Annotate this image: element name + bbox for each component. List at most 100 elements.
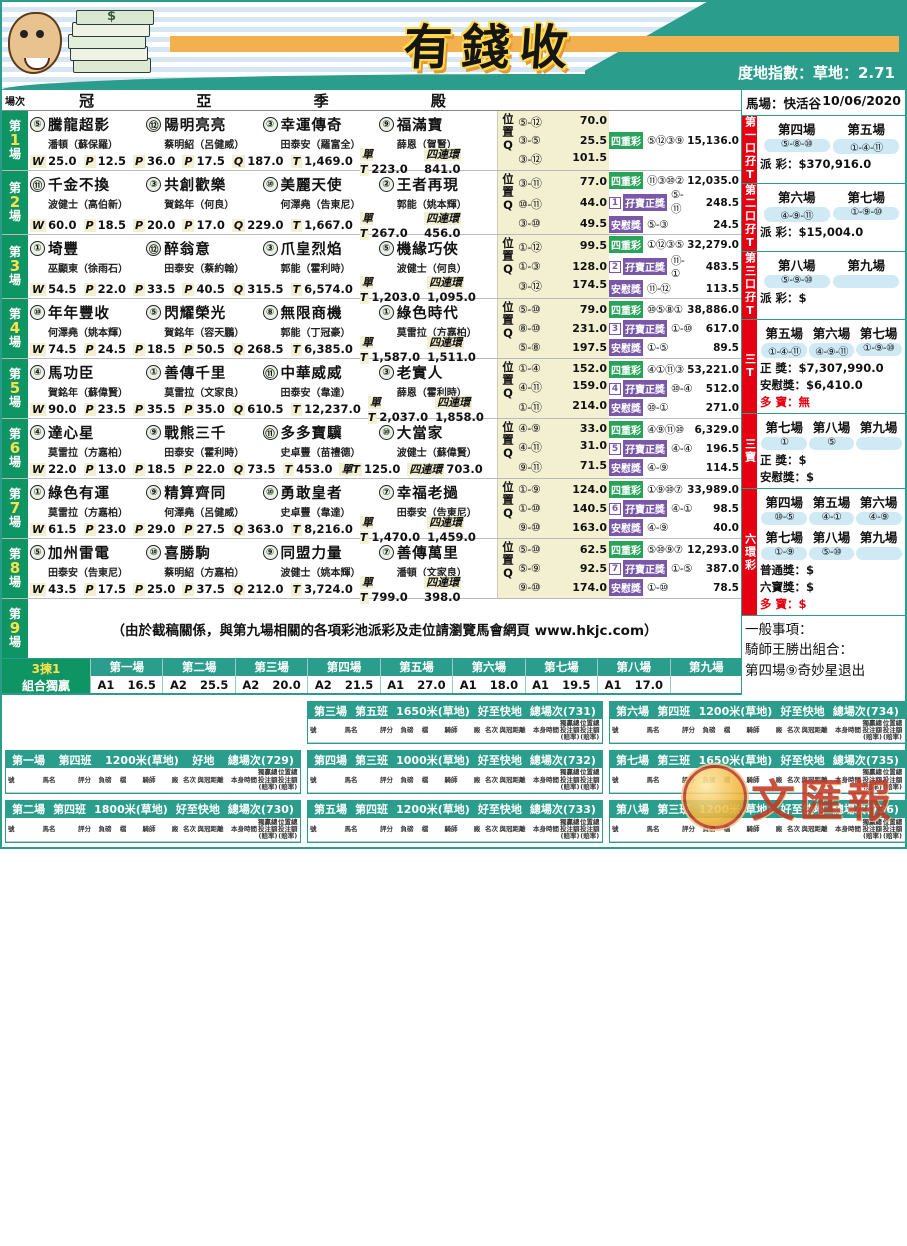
horse-entry: ② 王者再現 郭能（姚本輝） <box>378 172 495 215</box>
pool-name-vertical: 三T <box>742 320 757 413</box>
quartet-label: 四重彩 <box>609 481 643 498</box>
leg-result: 第六場 ④-⑨ <box>855 492 902 525</box>
pool-letter: 四連環 <box>427 275 465 289</box>
quartet-line: 四重彩 ⑤⑫③⑨ 15,136.0 <box>609 132 739 149</box>
table-column-headers: 號 馬名 評分 負磅檔 騎師 廄名次 與冠距離 本身時間 獨贏總投注額(賠率) 位置總投注額(賠率… <box>308 719 602 744</box>
horse-number: ③ <box>262 117 278 132</box>
place-q-panel: 位置Q ①-⑨ 124.0 ①-⑩ 140.5 ⑨-⑩ 163.0 <box>497 479 609 538</box>
horse-entry: ① 善傳千里 莫雷拉（文家良） <box>146 360 262 399</box>
table-class: 第四班 <box>53 803 87 817</box>
pool-dividend: 22.0 <box>97 281 126 296</box>
meeting-date: 10/06/2020 <box>822 93 901 108</box>
pool-dividend: 453.0 <box>296 461 333 476</box>
horse-entry: ⑨ 戰熊三千 田泰安（霍利時） <box>146 420 262 459</box>
dividend-item: P 35.5 <box>132 402 175 416</box>
double-leg-number: 6 <box>609 502 621 515</box>
pool-dividend: 1,459.0 <box>427 529 476 544</box>
place-q-pair: ③-⑩ <box>518 217 541 231</box>
column-header: 獨贏總投注額(賠率) <box>258 817 278 841</box>
pool-dividend-line: 安慰獎：$ <box>760 470 815 484</box>
dividend-item: Q 315.5 <box>231 282 284 296</box>
horse-number: ④ <box>30 365 45 380</box>
note-line: 第四場⑨奇妙星退出 <box>745 662 866 679</box>
col-second: 亞 <box>196 91 212 110</box>
exotic-pools-panel: 四重彩 ④①⑪③ 53,221.0 4 孖寶正獎 ⑩-④ 512.0 <box>609 359 741 418</box>
table-distance: 1200米(草地) <box>698 803 773 817</box>
double-leg-number: 7 <box>609 562 621 575</box>
race-result-table: 第三場 第五班 1650米(草地) 好至快地 總場次(731) 號 馬名 評分 負磅檔… <box>307 701 603 745</box>
horse-number: ⑤ <box>30 117 45 132</box>
leg-race-name: 第六場 <box>812 326 851 341</box>
pool-dividend: 1,858.0 <box>435 409 484 424</box>
consolation-pair: ①-⑤ <box>647 341 669 354</box>
pool-letter: W <box>30 522 47 536</box>
jockey-trainer: 田泰安（告東尼） <box>396 508 477 519</box>
meeting-meta: 馬場：快活谷 10/06/2020 <box>742 90 905 116</box>
pool-letter: Q <box>231 522 246 536</box>
pool-letter: Q <box>231 154 246 168</box>
col-third: 季 <box>313 91 329 110</box>
pool-letter: T <box>290 218 303 232</box>
horse-number: ③ <box>146 177 162 192</box>
quartet-combo: ⑪③⑩② <box>647 175 684 187</box>
jockey-trainer: 波健士（高伯新） <box>48 200 128 211</box>
place-q-dividend: 92.5 <box>579 562 607 575</box>
race-name: 第九場 <box>670 659 742 676</box>
table-race: 第七場 <box>616 753 649 767</box>
dividend-item: P 29.0 <box>132 522 175 536</box>
double-leg-number: 5 <box>609 442 621 455</box>
pool-dividend: 36.0 <box>147 153 176 168</box>
column-header: 位置總投注額(賠率) <box>882 719 903 742</box>
pool-letter: P <box>83 342 96 356</box>
jockey-trainer: 莫雷拉（文家良） <box>164 388 245 399</box>
combo-dividend: 21.5 <box>344 677 374 692</box>
column-header: 名次 <box>787 775 800 784</box>
place-q-label: 位置Q <box>501 421 515 461</box>
quartet-dividend: 33,989.0 <box>687 483 739 496</box>
table-going: 好至快地 <box>780 753 825 767</box>
horse-name: 福滿寶 <box>396 118 444 134</box>
place-q-dividend: 197.5 <box>572 341 607 354</box>
leg-result: 第五場 ④-① <box>808 492 855 525</box>
quartet-line: 四重彩 ⑩⑤⑧① 38,886.0 <box>609 301 739 318</box>
double-leg-number: 4 <box>609 382 621 395</box>
pool-dividend: 2,037.0 <box>379 409 429 424</box>
horse-entry: ⑫ 陽明亮亮 蔡明紹（呂健威） <box>146 112 262 151</box>
column-header: 騎師 <box>746 824 760 833</box>
race-9-row: 第 9 場 （由於截稿關係，與第九場相關的各項彩池派彩及走位請瀏覽馬會網頁 ww… <box>2 599 741 659</box>
pool-dividend: 12,237.0 <box>304 401 361 416</box>
pool-name-vertical: 第一口孖T <box>742 116 757 183</box>
place-q-line: ③-⑫ 174.5 <box>518 278 607 294</box>
column-header: 評分 <box>380 824 393 833</box>
leg-combination: ⑩-⑤ <box>761 512 808 525</box>
sidebar-section: 三T 第五場 ①-④-⑪ <box>742 320 905 414</box>
horse-name: 王者再現 <box>396 178 459 194</box>
pool-dividend-line: 派 彩：$ <box>760 291 807 305</box>
table-header-bar: 第四場 第三班 1000米(草地) 好至快地 總場次(732) <box>308 751 602 769</box>
orange-band <box>170 36 899 52</box>
pool-dividend: 1,667.0 <box>304 217 353 232</box>
horse-number: ⑨ <box>262 545 278 560</box>
pool-letter: 四連環 <box>427 515 465 529</box>
place-q-line: ③-⑪ 77.0 <box>518 175 607 191</box>
race-result-table: 第七場 第三班 1650米(草地) 好至快地 總場次(735) 號 馬名 評分 負磅檔… <box>609 750 906 794</box>
leg-race-name: 第五場 <box>765 326 804 341</box>
place-q-line: ⑤-⑩ 79.0 <box>518 303 607 316</box>
table-race: 第五場 <box>314 803 347 817</box>
column-header: 廄 <box>171 824 179 833</box>
combo-code: A2 <box>314 677 332 692</box>
placed-horses: ⑪ 千金不換 波健士（高伯新） ③ <box>30 172 495 215</box>
consolation-label: 安慰獎 <box>609 280 643 297</box>
table-class: 第四班 <box>657 704 691 718</box>
horse-name: 醉翁意 <box>164 242 211 258</box>
column-header: 廄 <box>775 775 783 784</box>
column-header: 評分 <box>380 726 393 735</box>
column-header: 位置總投注額(賠率) <box>882 768 903 791</box>
place-q-line: ③-⑤ 25.5 <box>518 134 607 147</box>
pool-dividend: 1,511.0 <box>427 349 476 364</box>
leg-race-name: 第九場 <box>859 530 898 545</box>
leg-combination: ⑤ <box>808 437 855 450</box>
quartet-line: 四重彩 ①⑨⑩⑦ 33,989.0 <box>609 481 739 498</box>
place-q-pair: ④-⑪ <box>518 381 542 394</box>
place-q-panel: 位置Q ③-⑪ 77.0 ⑩-⑪ 44.0 ③-⑩ 49.5 <box>497 171 609 234</box>
